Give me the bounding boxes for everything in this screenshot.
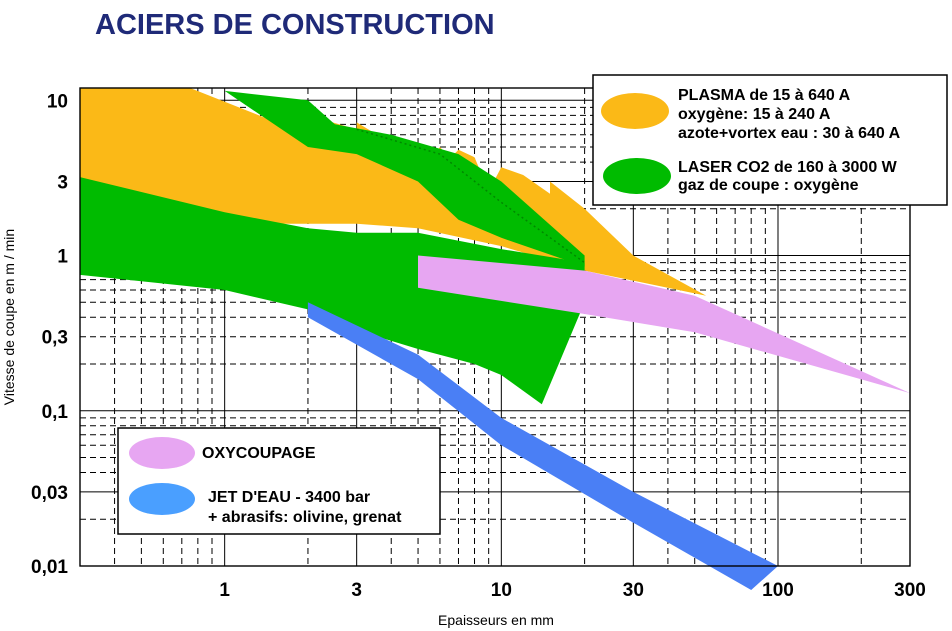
legend-plasma-line-2: oxygène: 15 à 240 A (678, 106, 831, 123)
x-tick-label: 1 (219, 580, 230, 601)
y-tick-label: 0,1 (42, 402, 69, 423)
legend-laser-line-1: LASER CO2 de 160 à 3000 W (678, 159, 898, 176)
legend-oxy-line-1: OXYCOUPAGE (202, 445, 316, 462)
legend-jet-line-1: JET D'EAU - 3400 bar (208, 489, 370, 506)
area-jet (307, 302, 778, 590)
plot-border (79, 87, 911, 567)
y-tick-label: 0,01 (31, 557, 68, 578)
x-tick-label: 3 (351, 580, 362, 601)
legend-laser-line-2: gaz de coupe : oxygène (678, 177, 859, 194)
area-laser_upper_band (224, 90, 585, 267)
area-oxy (418, 255, 910, 394)
legend-jet-swatch (129, 483, 195, 515)
axis-ticks: 1 3 10 30 100 300 10 3 1 0,3 0,1 0,03 0,01 (31, 91, 926, 601)
legend-plasma-line-3: azote+vortex eau : 30 à 640 A (678, 125, 901, 142)
chart-title: ACIERS DE CONSTRUCTION (95, 9, 495, 41)
y-tick-label: 3 (57, 172, 68, 193)
y-tick-label: 0,03 (31, 483, 68, 504)
x-tick-label: 300 (894, 580, 926, 601)
legend-plasma-swatch (601, 93, 669, 129)
legend-jet-line-2: + abrasifs: olivine, grenat (208, 509, 402, 526)
legend-laser-swatch (603, 158, 671, 194)
x-axis-label: Epaisseurs en mm (438, 612, 554, 628)
y-axis-label: Vitesse de coupe en m / min (1, 229, 17, 405)
x-tick-label: 100 (762, 580, 794, 601)
area-laser (80, 177, 585, 405)
legend-plasma-line-1: PLASMA de 15 à 640 A (678, 87, 851, 104)
legend-bottom: OXYCOUPAGE JET D'EAU - 3400 bar + abrasi… (117, 427, 441, 535)
laser-dotted-line (356, 128, 586, 264)
y-tick-label: 1 (57, 247, 68, 268)
legend-oxy-swatch (129, 437, 195, 469)
y-tick-label: 10 (47, 91, 68, 112)
series-areas (80, 88, 910, 590)
x-tick-label: 30 (623, 580, 644, 601)
legend-top: PLASMA de 15 à 640 A oxygène: 15 à 240 A… (592, 74, 948, 206)
y-tick-label: 0,3 (42, 328, 68, 349)
x-tick-label: 10 (491, 580, 512, 601)
